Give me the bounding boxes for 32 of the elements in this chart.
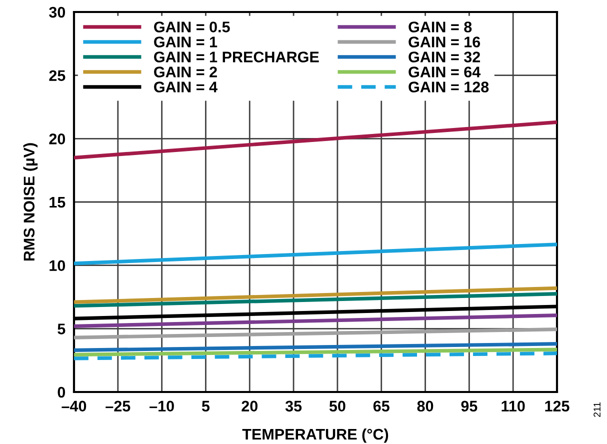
y-tick-label: 20: [49, 134, 66, 144]
legend-label: GAIN = 16: [408, 36, 480, 48]
x-tick-label: 95: [461, 400, 478, 412]
legend-label: GAIN = 2: [154, 66, 217, 78]
legend-label: GAIN = 8: [408, 22, 472, 32]
y-tick-label: 5: [58, 324, 66, 334]
legend-label: GAIN = 1 PRECHARGE: [154, 52, 319, 62]
y-tick-label: 30: [49, 6, 66, 18]
x-tick-label: 110: [502, 400, 525, 412]
x-tick-label: 20: [242, 400, 258, 412]
x-axis-title: TEMPERATURE (°C): [242, 428, 388, 443]
legend-label: GAIN = 0.5: [154, 22, 230, 32]
x-tick-label: 50: [329, 400, 346, 412]
x-tick-label: 125: [545, 400, 570, 412]
legend-label: GAIN = 32: [408, 52, 480, 62]
legend-label: GAIN = 4: [154, 82, 218, 92]
legend-label: GAIN = 64: [408, 66, 481, 78]
y-tick-label: 10: [50, 260, 66, 272]
y-axis-title: RMS NOISE (µV): [23, 143, 38, 261]
legend-label: GAIN = 128: [408, 82, 489, 92]
x-tick-label: 5: [202, 400, 210, 412]
x-tick-label: –25: [106, 400, 130, 412]
x-tick-label: 65: [373, 400, 390, 412]
x-tick-label: 35: [285, 400, 302, 412]
y-tick-label: 0: [58, 386, 66, 398]
x-tick-label: –40: [62, 400, 86, 412]
x-tick-label: 80: [417, 400, 434, 412]
y-tick-label: 15: [50, 197, 66, 208]
y-tick-label: 25: [49, 70, 66, 82]
text: 211: [594, 402, 600, 417]
legend-label: GAIN = 1: [154, 36, 218, 48]
x-tick-label: –10: [150, 400, 174, 412]
